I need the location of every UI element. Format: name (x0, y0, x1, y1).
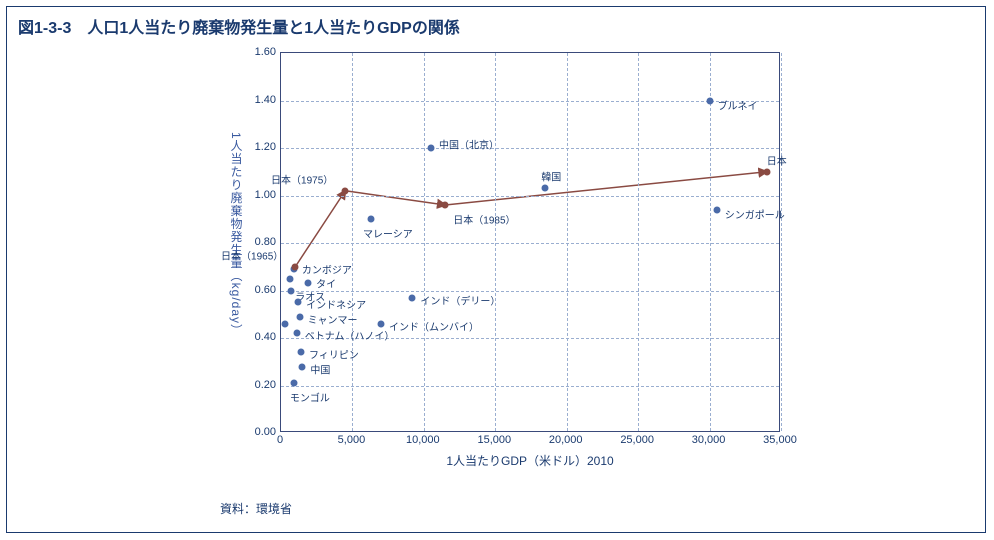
x-gridline (424, 53, 425, 431)
x-gridline (638, 53, 639, 431)
scatter-point (542, 185, 549, 192)
japan-point (763, 168, 770, 175)
scatter-point (288, 287, 295, 294)
point-label: マレーシア (363, 226, 413, 241)
point-label: シンガポール (725, 206, 785, 221)
point-label: インド（デリー） (420, 292, 500, 307)
japan-trajectory-segment (295, 191, 345, 267)
x-tick-label: 25,000 (620, 434, 654, 446)
y-gridline (281, 291, 779, 292)
scatter-point (409, 294, 416, 301)
point-label: インド（ムンバイ） (389, 318, 479, 333)
y-gridline (281, 196, 779, 197)
japan-point (342, 187, 349, 194)
x-gridline (781, 53, 782, 431)
y-tick-label: 0.00 (250, 426, 276, 438)
x-tick-label: 35,000 (763, 434, 797, 446)
point-label: カンボジア (302, 262, 352, 277)
point-label: 中国（北京） (439, 137, 499, 152)
point-label: 日本（1975） (271, 171, 333, 186)
y-tick-label: 1.00 (250, 189, 276, 201)
scatter-point (305, 280, 312, 287)
y-tick-label: 1.20 (250, 141, 276, 153)
japan-trajectory-segment (445, 172, 766, 205)
x-tick-label: 5,000 (338, 434, 366, 446)
x-gridline (567, 53, 568, 431)
scatter-point (282, 320, 289, 327)
x-gridline (352, 53, 353, 431)
scatter-point (368, 216, 375, 223)
x-tick-label: 0 (277, 434, 283, 446)
scatter-point (296, 313, 303, 320)
point-label: 中国 (310, 361, 330, 376)
point-label: ベトナム（ハノイ） (305, 328, 395, 343)
y-tick-label: 0.60 (250, 284, 276, 296)
figure-title: 図1-3-3 人口1人当たり廃棄物発生量と1人当たりGDPの関係 (18, 14, 460, 38)
scatter-chart: 1人当たり廃棄物発生量（kg/day） ラオスカンボジアタイインドネシアミャンマ… (220, 42, 780, 482)
scatter-point (428, 145, 435, 152)
japan-point (292, 263, 299, 270)
x-gridline (495, 53, 496, 431)
x-tick-label: 30,000 (692, 434, 726, 446)
scatter-point (378, 320, 385, 327)
scatter-point (295, 299, 302, 306)
y-gridline (281, 101, 779, 102)
y-axis-label: 1人当たり廃棄物発生量（kg/day） (228, 132, 245, 337)
japan-trajectory-segment (345, 191, 445, 205)
y-tick-label: 0.20 (250, 379, 276, 391)
source-note: 資料：環境省 (220, 500, 292, 517)
y-tick-label: 1.60 (250, 46, 276, 58)
japan-point (442, 202, 449, 209)
x-axis-label: 1人当たりGDP（米ドル）2010 (280, 452, 780, 469)
y-tick-label: 1.40 (250, 94, 276, 106)
scatter-point (286, 275, 293, 282)
scatter-point (299, 363, 306, 370)
point-label: 日本（1985） (453, 212, 515, 227)
x-tick-label: 15,000 (477, 434, 511, 446)
point-label: 日本（1965） (221, 247, 283, 262)
point-label: 韓国 (541, 169, 561, 184)
scatter-point (293, 330, 300, 337)
y-tick-label: 0.80 (250, 236, 276, 248)
point-label: モンゴル (290, 390, 330, 405)
point-label: フィリピン (309, 347, 359, 362)
point-label: ブルネイ (718, 97, 758, 112)
point-label: インドネシア (306, 297, 366, 312)
point-label: ミャンマー (308, 311, 358, 326)
plot-area: ラオスカンボジアタイインドネシアミャンマーベトナム（ハノイ）フィリピン中国モンゴ… (280, 52, 780, 432)
point-label: タイ (316, 276, 336, 291)
point-label: 日本 (767, 152, 787, 167)
y-gridline (281, 386, 779, 387)
chart-overlay (281, 53, 779, 431)
y-gridline (281, 148, 779, 149)
y-gridline (281, 243, 779, 244)
x-tick-label: 20,000 (549, 434, 583, 446)
scatter-point (713, 206, 720, 213)
y-tick-label: 0.40 (250, 331, 276, 343)
scatter-point (298, 349, 305, 356)
scatter-point (706, 97, 713, 104)
x-tick-label: 10,000 (406, 434, 440, 446)
x-gridline (710, 53, 711, 431)
scatter-point (290, 380, 297, 387)
